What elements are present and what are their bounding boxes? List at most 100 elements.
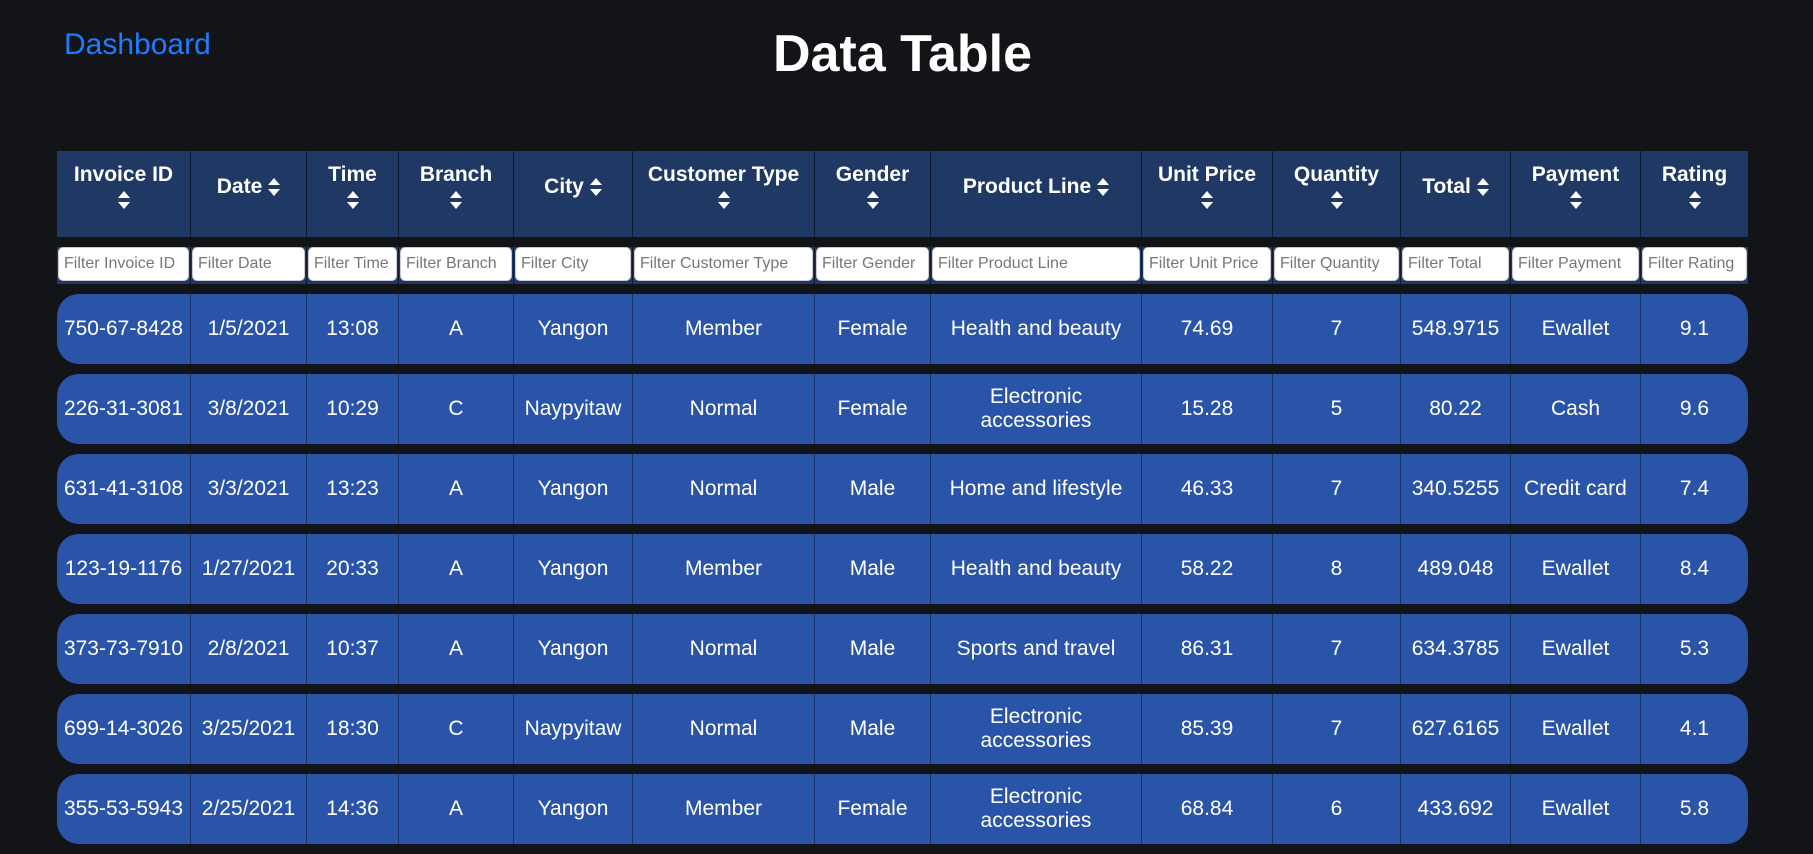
cell-product-line: Electronic accessories: [931, 694, 1142, 764]
table-row[interactable]: 123-19-1176 1/27/2021 20:33 A Yangon Member Ma…: [57, 534, 1748, 604]
column-header-branch[interactable]: Branch: [399, 151, 514, 237]
cell-time: 20:33: [307, 534, 399, 604]
cell-total: 627.6165: [1401, 694, 1511, 764]
table-row[interactable]: 226-31-3081 3/8/2021 10:29 C Naypyitaw Normal…: [57, 374, 1748, 444]
column-header-gender[interactable]: Gender: [815, 151, 931, 237]
column-header-payment[interactable]: Payment: [1511, 151, 1641, 237]
cell-rating: 8.4: [1641, 534, 1748, 604]
filter-input-city[interactable]: [515, 247, 631, 281]
cell-gender: Male: [815, 694, 931, 764]
table-row[interactable]: 355-53-5943 2/25/2021 14:36 A Yangon Member Fe…: [57, 774, 1748, 844]
cell-time: 13:23: [307, 454, 399, 524]
cell-unit-price: 85.39: [1142, 694, 1273, 764]
table-row[interactable]: 750-67-8428 1/5/2021 13:08 A Yangon Member Fem…: [57, 294, 1748, 364]
table-row[interactable]: 373-73-7910 2/8/2021 10:37 A Yangon Normal Mal…: [57, 614, 1748, 684]
column-header-label: Customer Type: [647, 163, 800, 186]
cell-unit-price: 74.69: [1142, 294, 1273, 364]
dashboard-link[interactable]: Dashboard: [64, 28, 211, 61]
filter-input-time[interactable]: [308, 247, 397, 281]
filter-input-payment[interactable]: [1512, 247, 1639, 281]
column-header-quantity[interactable]: Quantity: [1273, 151, 1401, 237]
cell-invoice-id: 123-19-1176: [57, 534, 191, 604]
filter-input-rating[interactable]: [1642, 247, 1747, 281]
column-header-city[interactable]: City: [514, 151, 633, 237]
column-header-unit-price[interactable]: Unit Price: [1142, 151, 1273, 237]
sort-icon[interactable]: [1330, 191, 1343, 209]
cell-time: 14:36: [307, 774, 399, 844]
table-row[interactable]: 699-14-3026 3/25/2021 18:30 C Naypyitaw Norma…: [57, 694, 1748, 764]
filter-input-branch[interactable]: [400, 247, 512, 281]
cell-invoice-id: 750-67-8428: [57, 294, 191, 364]
cell-branch: C: [399, 374, 514, 444]
filter-cell-quantity: [1273, 247, 1401, 284]
cell-product-line: Home and lifestyle: [931, 454, 1142, 524]
cell-payment: Credit card: [1511, 454, 1641, 524]
filter-input-quantity[interactable]: [1274, 247, 1399, 281]
column-header-total[interactable]: Total: [1401, 151, 1511, 237]
cell-gender: Female: [815, 774, 931, 844]
column-header-time[interactable]: Time: [307, 151, 399, 237]
sort-icon[interactable]: [268, 178, 281, 197]
column-header-date[interactable]: Date: [191, 151, 307, 237]
cell-rating: 5.8: [1641, 774, 1748, 844]
column-header-label: Product Line: [962, 175, 1092, 198]
column-header-label: City: [544, 175, 584, 198]
cell-total: 433.692: [1401, 774, 1511, 844]
column-header-label: Payment: [1531, 163, 1620, 186]
cell-branch: A: [399, 454, 514, 524]
cell-rating: 5.3: [1641, 614, 1748, 684]
sort-icon[interactable]: [450, 191, 462, 209]
cell-product-line: Sports and travel: [931, 614, 1142, 684]
sort-icon[interactable]: [1569, 191, 1582, 209]
column-header-product-line[interactable]: Product Line: [931, 151, 1142, 237]
sort-icon[interactable]: [1688, 191, 1701, 209]
filter-input-product-line[interactable]: [932, 247, 1140, 281]
cell-branch: C: [399, 694, 514, 764]
cell-gender: Male: [815, 454, 931, 524]
sort-icon[interactable]: [346, 191, 359, 209]
column-header-rating[interactable]: Rating: [1641, 151, 1748, 237]
cell-gender: Male: [815, 534, 931, 604]
cell-branch: A: [399, 534, 514, 604]
column-header-customer-type[interactable]: Customer Type: [633, 151, 815, 237]
table-row[interactable]: 631-41-3108 3/3/2021 13:23 A Yangon Normal Mal…: [57, 454, 1748, 524]
filter-input-invoice-id[interactable]: [58, 247, 189, 281]
filter-input-customer-type[interactable]: [634, 247, 813, 281]
sort-icon[interactable]: [1476, 178, 1489, 197]
column-header-invoice-id[interactable]: Invoice ID: [57, 151, 191, 237]
sort-icon[interactable]: [117, 191, 130, 209]
header-row: Invoice ID Date Time Branch City Customer Typ…: [57, 151, 1748, 237]
sort-icon[interactable]: [589, 178, 602, 197]
filter-cell-branch: [399, 247, 514, 284]
cell-customer-type: Member: [633, 294, 815, 364]
sort-icon[interactable]: [1201, 191, 1213, 209]
page-title: Data Table: [772, 25, 1033, 83]
cell-city: Yangon: [514, 774, 633, 844]
cell-date: 3/3/2021: [191, 454, 307, 524]
table-body: 750-67-8428 1/5/2021 13:08 A Yangon Member Fem…: [57, 294, 1748, 844]
cell-unit-price: 68.84: [1142, 774, 1273, 844]
cell-date: 3/25/2021: [191, 694, 307, 764]
cell-product-line: Health and beauty: [931, 294, 1142, 364]
cell-total: 634.3785: [1401, 614, 1511, 684]
cell-product-line: Electronic accessories: [931, 374, 1142, 444]
filter-cell-time: [307, 247, 399, 284]
cell-payment: Ewallet: [1511, 294, 1641, 364]
column-header-label: Branch: [419, 163, 493, 186]
filter-input-gender[interactable]: [816, 247, 929, 281]
cell-city: Yangon: [514, 534, 633, 604]
filter-cell-date: [191, 247, 307, 284]
column-header-label: Quantity: [1293, 163, 1380, 186]
filter-input-date[interactable]: [192, 247, 305, 281]
cell-time: 18:30: [307, 694, 399, 764]
cell-unit-price: 46.33: [1142, 454, 1273, 524]
sort-icon[interactable]: [1097, 178, 1110, 197]
cell-branch: A: [399, 614, 514, 684]
sort-icon[interactable]: [717, 191, 730, 209]
column-header-label: Time: [328, 163, 377, 186]
sort-icon[interactable]: [866, 191, 879, 209]
filter-cell-product-line: [931, 247, 1142, 284]
filter-input-total[interactable]: [1402, 247, 1509, 281]
cell-quantity: 5: [1273, 374, 1401, 444]
filter-input-unit-price[interactable]: [1143, 247, 1271, 281]
